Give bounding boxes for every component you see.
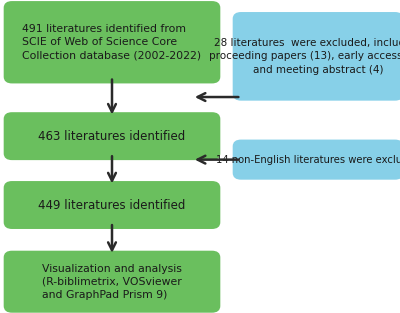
Text: 28 literatures  were excluded, including
proceeding papers (13), early access (1: 28 literatures were excluded, including … xyxy=(209,38,400,74)
FancyBboxPatch shape xyxy=(5,2,219,82)
FancyBboxPatch shape xyxy=(234,13,400,100)
Text: 449 literatures identified: 449 literatures identified xyxy=(38,198,186,212)
Text: Visualization and analysis
(R-biblimetrix, VOSviewer
and GraphPad Prism 9): Visualization and analysis (R-biblimetri… xyxy=(42,264,182,300)
FancyBboxPatch shape xyxy=(5,182,219,228)
FancyBboxPatch shape xyxy=(5,252,219,311)
Text: 14 non-English literatures were excluded: 14 non-English literatures were excluded xyxy=(216,155,400,165)
Text: 491 literatures identified from
SCIE of Web of Science Core
Collection database : 491 literatures identified from SCIE of … xyxy=(22,24,202,60)
FancyBboxPatch shape xyxy=(234,141,400,178)
FancyBboxPatch shape xyxy=(5,113,219,159)
Text: 463 literatures identified: 463 literatures identified xyxy=(38,130,186,143)
